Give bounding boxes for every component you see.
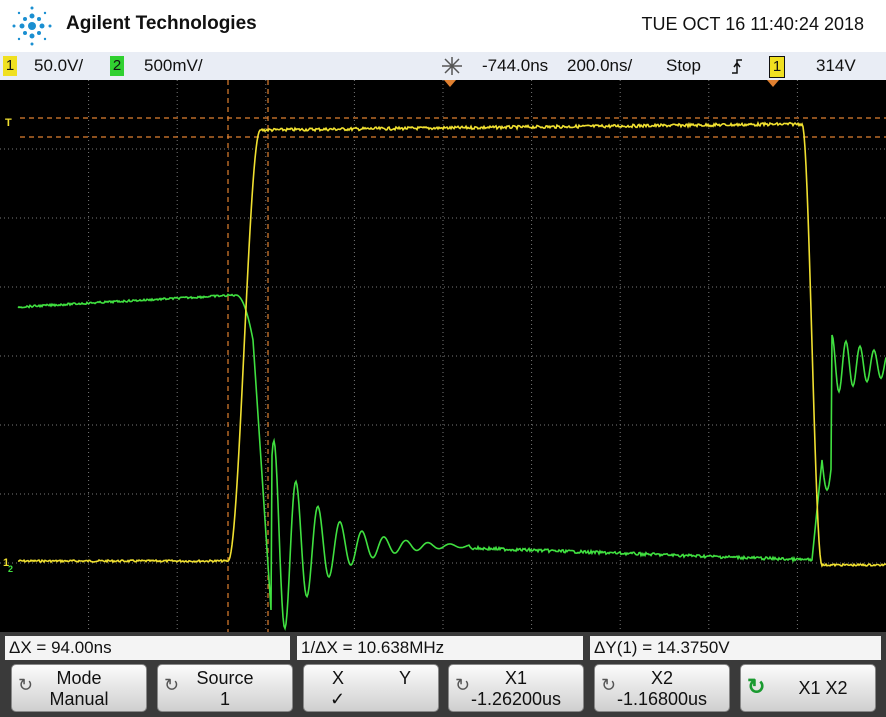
x2-key[interactable]: ↻ X2 -1.16800us	[594, 664, 730, 712]
trigger-marker	[767, 80, 779, 87]
key-label: Source	[196, 668, 254, 688]
run-state[interactable]: Stop	[666, 56, 701, 75]
cursors	[20, 80, 886, 632]
delta-y: ΔY(1) = 14.3750V	[590, 636, 881, 660]
ch1-label[interactable]: 1	[3, 56, 17, 76]
status-bar: 1 50.0V/ 2 500mV/ -744.0ns 200.0ns/ Stop…	[0, 52, 886, 80]
trigger-level[interactable]: 314V	[816, 56, 856, 75]
trigger-slope	[732, 59, 742, 74]
ch1-trace	[17, 120, 886, 568]
logo	[12, 6, 52, 46]
ch2-trace	[17, 293, 886, 631]
key-value: -1.16800us	[616, 689, 708, 709]
x1x2-key[interactable]: ↻ X1 X2	[740, 664, 876, 712]
delay-icon	[442, 57, 462, 75]
ch1-scale[interactable]: 50.0V/	[34, 56, 84, 75]
key-option: X	[332, 668, 345, 688]
delay[interactable]: -744.0ns	[482, 56, 549, 75]
key-label: X2	[650, 668, 674, 688]
trigger-source[interactable]: 1	[769, 56, 785, 78]
inverse-delta-x: 1/ΔX = 10.638MHz	[297, 636, 583, 660]
key-selected: ✓	[330, 689, 346, 709]
header: Agilent Technologies TUE OCT 16 11:40:24…	[0, 0, 886, 52]
xy-key[interactable]: X Y ✓	[303, 664, 439, 712]
key-value: 1	[219, 689, 230, 709]
trigger-level-marker: T	[5, 117, 12, 129]
source-key[interactable]: ↻ Source 1	[157, 664, 293, 712]
key-option: Y	[399, 668, 412, 688]
key-label: X1 X2	[798, 678, 848, 698]
key-value: Manual	[49, 689, 109, 709]
mode-key[interactable]: ↻ Mode Manual	[11, 664, 147, 712]
delta-x: ΔX = 94.00ns	[5, 636, 290, 660]
ch2-ground-marker: 2	[8, 564, 13, 574]
brand: Agilent Technologies	[66, 13, 257, 34]
key-label: X1	[504, 668, 528, 688]
ch1-ground-marker: 1	[3, 557, 9, 569]
delay-marker	[444, 80, 456, 87]
x1-key[interactable]: ↻ X1 -1.26200us	[448, 664, 584, 712]
timebase[interactable]: 200.0ns/	[567, 56, 633, 75]
graticule: T 1 2	[0, 80, 886, 632]
key-value: -1.26200us	[470, 689, 562, 709]
ch2-scale[interactable]: 500mV/	[144, 56, 203, 75]
ch2-label[interactable]: 2	[110, 56, 124, 76]
datetime: TUE OCT 16 11:40:24 2018	[641, 14, 864, 34]
key-label: Mode	[56, 668, 102, 688]
